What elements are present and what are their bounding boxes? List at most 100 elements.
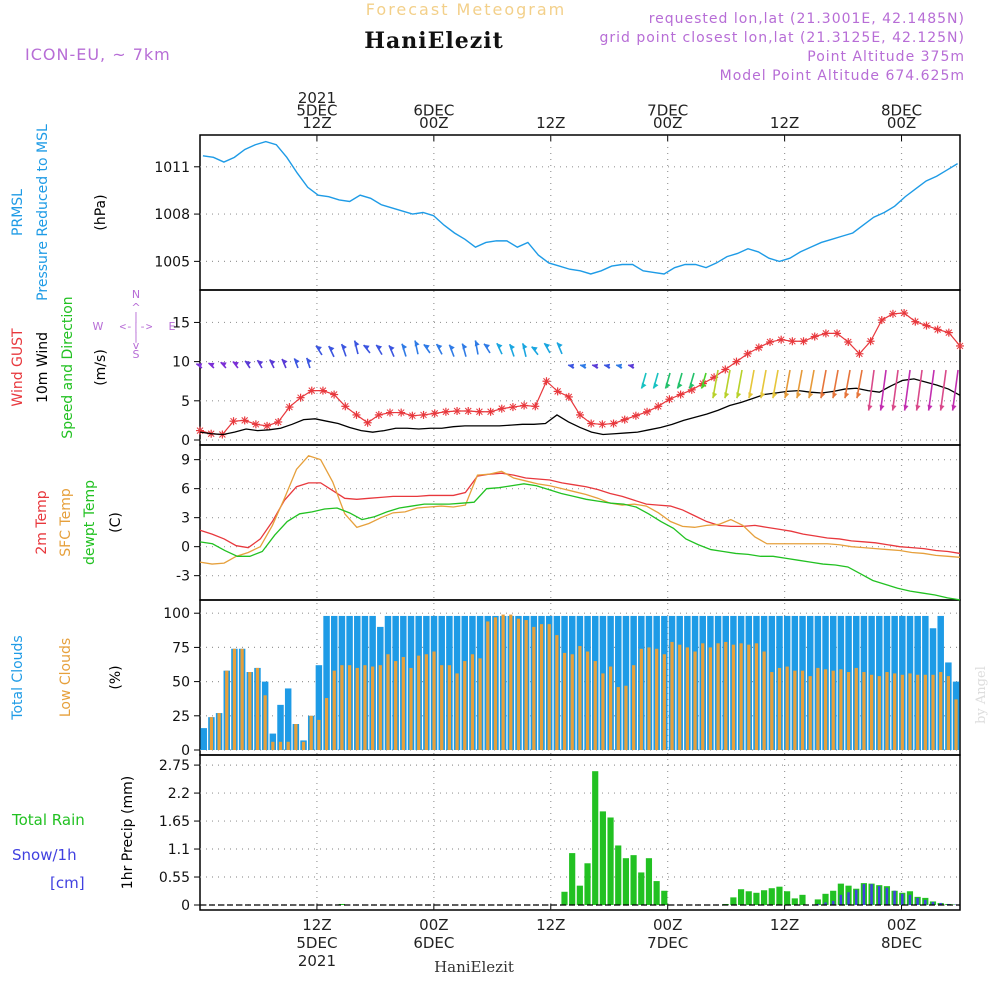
wind-arrow xyxy=(220,361,227,369)
wind-arrow-head xyxy=(232,361,239,367)
rain-bar xyxy=(576,885,583,905)
wind-arrow xyxy=(448,344,455,357)
svg-text:v: v xyxy=(133,339,140,352)
low-cloud-bar xyxy=(708,647,713,750)
wind-arrow-head xyxy=(306,357,312,364)
gust-marker xyxy=(788,337,797,346)
rain-bar xyxy=(761,890,768,905)
wind-arrow xyxy=(915,369,923,411)
low-cloud-bar xyxy=(363,665,367,750)
svg-text:^: ^ xyxy=(131,301,140,314)
wind-arrow-head xyxy=(867,404,873,411)
gust-marker xyxy=(643,407,652,416)
time-label-bottom: 12Z xyxy=(536,916,565,934)
gust-marker-d2 xyxy=(878,316,886,324)
wind-arrow-head xyxy=(939,404,945,411)
gust-marker-d2 xyxy=(230,417,237,425)
snow-bar xyxy=(824,902,827,905)
gust-marker xyxy=(307,386,316,395)
gust-marker xyxy=(855,349,864,358)
rain-bar xyxy=(622,858,629,905)
rain-bar xyxy=(592,771,599,905)
wind-arrow xyxy=(474,340,480,355)
gust-marker xyxy=(263,421,272,430)
gust-marker-d2 xyxy=(945,329,953,336)
rain-bar xyxy=(814,899,821,905)
time-label-top: 7DEC xyxy=(647,102,688,120)
wind-arrow-head xyxy=(474,340,480,347)
gust-marker xyxy=(352,410,361,419)
gust-marker xyxy=(453,407,462,415)
gust-marker-d2 xyxy=(576,411,584,419)
wind-arrow-head xyxy=(294,358,300,365)
wind-arrow xyxy=(700,372,707,389)
wind-axis-label: Speed and Direction xyxy=(60,296,76,438)
wind-arrow xyxy=(543,342,551,354)
clouds-y-tick-label: 25 xyxy=(172,709,190,725)
wind-arrow-head xyxy=(592,363,599,369)
rain-bar xyxy=(768,888,775,905)
time-label-bottom: 6DEC xyxy=(413,934,454,952)
wind-arrow xyxy=(879,369,887,411)
closest-point: grid point closest lon,lat (21.3125E, 42… xyxy=(599,30,965,46)
wind-arrow-head xyxy=(245,360,252,367)
gust-marker-d2 xyxy=(632,412,640,420)
wind-arrow xyxy=(808,369,815,399)
low-cloud-bar xyxy=(248,672,252,750)
credit-label: by Angel xyxy=(974,666,989,724)
gust-marker xyxy=(799,337,808,346)
gust-marker xyxy=(542,377,551,386)
rain-bar xyxy=(791,898,798,905)
gust-marker-d2 xyxy=(788,337,796,345)
pressure-panel xyxy=(199,134,961,291)
pressure-axis-label: (hPa) xyxy=(93,194,109,230)
wind-arrow xyxy=(414,340,420,355)
wind-arrow-head xyxy=(844,392,850,399)
wind-arrow xyxy=(939,369,947,411)
clouds-y-tick-label: 0 xyxy=(181,743,190,759)
low-cloud-bar xyxy=(516,618,521,750)
wind-arrow xyxy=(627,363,635,369)
wind-arrow xyxy=(388,345,395,358)
low-cloud-bar xyxy=(885,672,889,750)
low-cloud-bar xyxy=(225,670,229,750)
gust-marker-d2 xyxy=(397,409,405,416)
low-cloud-bar xyxy=(432,651,436,750)
gust-marker xyxy=(251,420,260,429)
wind-arrow xyxy=(760,369,767,399)
gust-marker xyxy=(721,365,730,374)
gust-marker xyxy=(911,317,920,326)
gust-marker xyxy=(821,329,830,338)
wind-arrow xyxy=(844,369,851,399)
low-cloud-bar xyxy=(417,655,421,750)
wind-arrow xyxy=(820,369,827,399)
gust-marker-d2 xyxy=(666,395,673,403)
wind-arrow xyxy=(207,362,215,369)
wind-arrow-shaft xyxy=(915,369,923,411)
low-cloud-bar xyxy=(486,621,490,750)
wind-arrow xyxy=(281,358,288,369)
low-cloud-bar xyxy=(232,648,237,750)
gust-marker xyxy=(777,335,786,344)
wind-arrow-head xyxy=(257,360,264,366)
wind-y-tick-label: 5 xyxy=(181,394,190,410)
wind-arrow xyxy=(724,369,731,399)
wind-arrow xyxy=(903,369,911,411)
gust-marker xyxy=(341,402,350,411)
low-cloud-bar xyxy=(608,666,613,750)
compass-e: E xyxy=(169,320,176,333)
wind-arrow xyxy=(832,369,839,399)
gust-marker xyxy=(564,392,573,401)
low-cloud-bar xyxy=(255,667,260,750)
gust-marker-d2 xyxy=(777,336,785,344)
low-cloud-bar xyxy=(355,667,359,750)
gust-marker xyxy=(419,410,428,419)
total-cloud-bar xyxy=(277,704,284,750)
wind10m-line xyxy=(199,378,961,436)
low-cloud-bar xyxy=(324,698,329,750)
compass-n: N xyxy=(132,288,140,301)
low-cloud-bar xyxy=(294,724,298,750)
wind-panel xyxy=(199,289,961,446)
wind-arrow-shaft xyxy=(867,369,875,411)
wind-arrow-head xyxy=(423,344,430,350)
